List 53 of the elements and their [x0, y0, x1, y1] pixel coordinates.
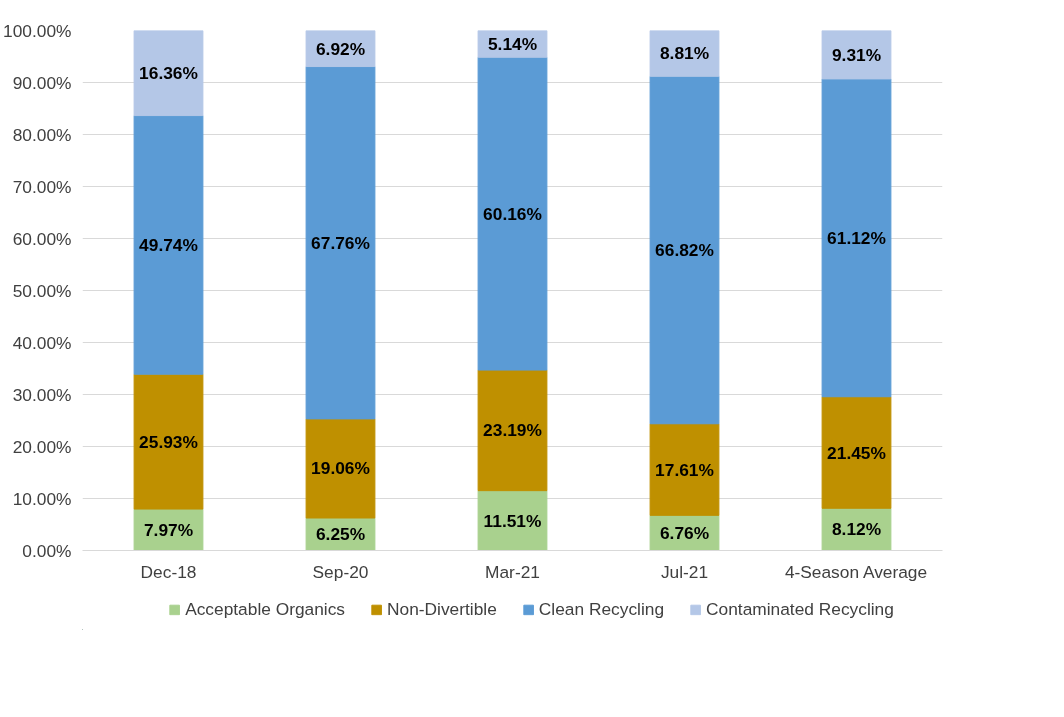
x-tick-label: 4-Season Average — [784, 561, 928, 582]
bar — [305, 418, 376, 519]
data-label: 17.61% — [655, 459, 714, 480]
y-tick-label: 30.00% — [12, 384, 72, 405]
legend-label: Clean Recycling — [538, 598, 665, 620]
x-tick-label: Dec-18 — [140, 561, 197, 582]
y-tick-label: 20.00% — [12, 436, 72, 457]
data-label: 7.97% — [143, 519, 194, 540]
y-tick-label: 90.00% — [12, 72, 72, 93]
y-tick-label: 70.00% — [12, 176, 72, 197]
bar — [477, 56, 548, 371]
data-label: 61.12% — [827, 227, 886, 248]
y-tick-label: 40.00% — [12, 332, 72, 353]
data-label: 67.76% — [311, 232, 370, 253]
y-tick-label: 50.00% — [12, 280, 72, 301]
data-label: 9.31% — [831, 44, 882, 65]
y-tick-label: 0.00% — [22, 540, 72, 561]
legend-label: Acceptable Organics — [185, 598, 346, 620]
y-tick-label: 80.00% — [12, 124, 72, 145]
data-label: 60.16% — [483, 203, 542, 224]
data-label: 25.93% — [139, 431, 198, 452]
data-label: 8.81% — [659, 43, 710, 64]
bar — [649, 75, 720, 425]
data-label: 66.82% — [655, 240, 714, 261]
data-label: 8.12% — [831, 519, 882, 540]
legend-label: Non-Divertible — [387, 598, 497, 620]
bar — [305, 66, 376, 420]
data-label: 16.36% — [139, 63, 198, 84]
legend-label: Contaminated Recycling — [706, 598, 894, 620]
data-label: 19.06% — [311, 458, 370, 479]
data-label: 6.92% — [315, 38, 366, 59]
bar — [477, 490, 548, 551]
y-tick-label: 10.00% — [12, 488, 72, 509]
bar — [133, 30, 204, 117]
bar — [133, 373, 204, 510]
x-tick-label: Jul-21 — [660, 561, 709, 582]
bar — [477, 369, 548, 492]
data-label: 11.51% — [483, 510, 542, 531]
y-tick-label: 100.00% — [3, 20, 72, 41]
data-label: 6.25% — [315, 524, 366, 545]
data-label: 49.74% — [139, 234, 198, 255]
bar — [821, 396, 892, 509]
bar — [649, 423, 720, 516]
data-label: 5.14% — [487, 33, 538, 54]
data-label: 23.19% — [483, 420, 542, 441]
x-tick-label: Sep-20 — [312, 561, 369, 582]
data-label: 21.45% — [827, 442, 886, 463]
bar — [821, 78, 892, 398]
bar — [133, 115, 204, 375]
bar — [821, 30, 892, 80]
y-tick-label: 60.00% — [12, 228, 72, 249]
x-tick-label: Mar-21 — [485, 561, 540, 582]
data-label: 6.76% — [659, 522, 710, 543]
